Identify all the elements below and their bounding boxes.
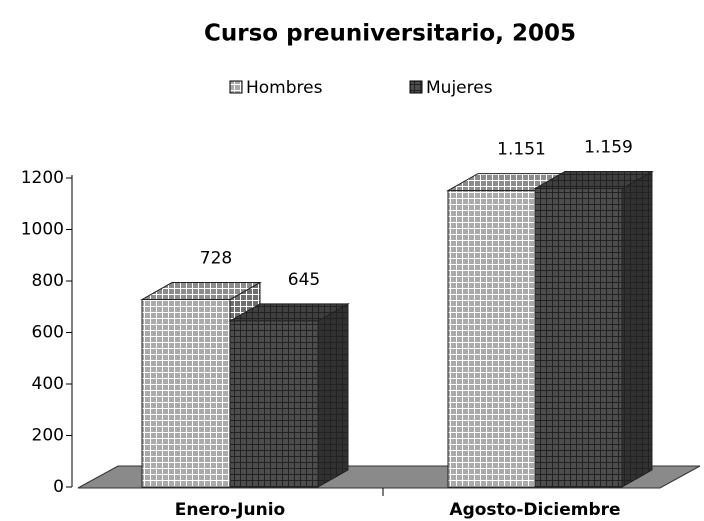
x-tick-label: Agosto-Diciembre [449,500,620,520]
legend-swatch [229,80,243,94]
chart-title: Curso preuniversitario, 2005 [204,21,576,47]
bar-side [317,303,349,488]
y-tick-label: 200 [32,426,64,446]
bar [534,188,623,488]
y-tick-label: 800 [32,271,64,291]
data-label: 728 [200,249,232,269]
data-label: 1.159 [584,138,633,158]
data-label: 1.151 [497,140,546,160]
data-label: 645 [288,270,320,290]
bar [141,299,231,488]
legend-label: Hombres [246,78,323,98]
y-tick-label: 0 [53,477,64,497]
x-tick-label: Enero-Junio [175,500,285,520]
legend-swatch [409,80,423,94]
bar-side [621,170,653,488]
y-tick-label: 600 [32,323,64,343]
y-tick-label: 400 [32,374,64,394]
y-tick-label: 1000 [21,220,64,240]
legend-label: Mujeres [426,78,493,98]
y-tick-label: 1200 [21,168,64,188]
bar [229,320,319,488]
bar [447,190,536,488]
